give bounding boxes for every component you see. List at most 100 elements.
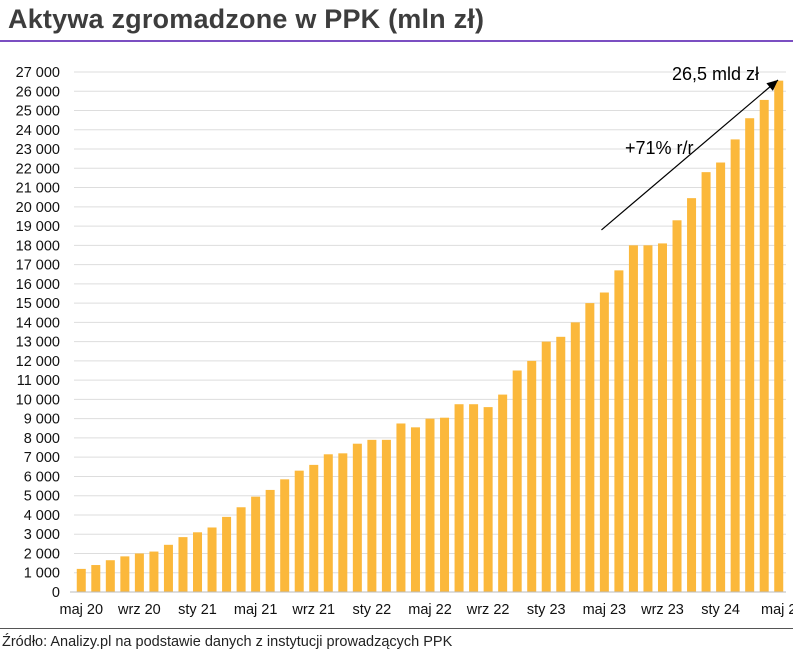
bar-chart: 0 1 000 2 000 3 000 4 000 5 000 6 000 7 000 8 00…	[16, 64, 793, 618]
bar	[149, 551, 159, 592]
bar	[396, 423, 406, 592]
bar	[498, 394, 508, 592]
x-tick-label: wrz 22	[466, 602, 510, 618]
x-tick-label: maj 23	[583, 602, 627, 618]
source-divider	[0, 628, 793, 629]
y-tick-label: 7 000	[24, 450, 60, 466]
y-tick-label: 8 000	[24, 431, 60, 447]
bar	[222, 516, 232, 592]
x-tick-label: sty 23	[527, 602, 566, 618]
bar	[440, 417, 450, 592]
bar	[512, 370, 522, 592]
y-tick-label: 25 000	[16, 104, 60, 120]
bar	[774, 80, 784, 592]
bar	[120, 556, 130, 592]
y-tick-label: 15 000	[16, 296, 60, 312]
chart-title: Aktywa zgromadzone w PPK (mln zł)	[8, 4, 485, 34]
bar	[759, 99, 769, 592]
x-tick-labels: maj 20 wrz 20 sty 21 maj 21 wrz 21 sty 22 maj …	[59, 602, 793, 618]
bar	[745, 118, 755, 592]
x-tick-label: sty 21	[178, 602, 217, 618]
gridlines	[74, 71, 786, 574]
x-tick-label: maj 22	[408, 602, 452, 618]
bar	[134, 553, 144, 592]
y-tick-labels: 0 1 000 2 000 3 000 4 000 5 000 6 000 7 000 8 00…	[16, 65, 60, 601]
y-tick-label: 13 000	[16, 335, 60, 351]
bar	[309, 464, 319, 592]
y-tick-label: 3 000	[24, 527, 60, 543]
x-tick-label: maj 21	[234, 602, 278, 618]
bars	[76, 80, 784, 593]
growth-annotation: +71% r/r	[625, 138, 694, 158]
bar	[280, 479, 290, 592]
bar	[352, 443, 362, 592]
y-tick-label: 0	[52, 585, 60, 601]
bar	[556, 336, 566, 592]
y-tick-label: 27 000	[16, 65, 60, 81]
bar	[643, 245, 653, 593]
bar	[76, 568, 86, 592]
bar	[716, 162, 726, 592]
y-tick-label: 20 000	[16, 200, 60, 216]
x-tick-label: wrz 21	[291, 602, 335, 618]
y-tick-label: 17 000	[16, 258, 60, 274]
bar	[483, 407, 493, 592]
bar	[294, 470, 304, 592]
bar	[207, 527, 217, 592]
x-tick-label: wrz 23	[640, 602, 684, 618]
x-tick-label: wrz 20	[117, 602, 161, 618]
bar	[236, 507, 246, 592]
y-tick-label: 1 000	[24, 566, 60, 582]
y-tick-label: 10 000	[16, 392, 60, 408]
bar	[338, 453, 348, 592]
total-annotation: 26,5 mld zł	[672, 64, 759, 84]
x-tick-label: sty 24	[701, 602, 740, 618]
bar	[527, 360, 537, 592]
y-tick-label: 9 000	[24, 412, 60, 428]
x-tick-label: sty 22	[353, 602, 392, 618]
annotations: 26,5 mld zł +71% r/r	[601, 64, 779, 231]
bar	[570, 322, 580, 592]
y-tick-label: 16 000	[16, 277, 60, 293]
bar	[585, 303, 595, 592]
bar	[687, 198, 697, 593]
bar	[91, 565, 101, 592]
bar	[628, 245, 638, 593]
y-tick-label: 4 000	[24, 508, 60, 524]
bar	[381, 439, 391, 592]
bar	[193, 532, 203, 592]
bar	[178, 537, 188, 592]
bar	[541, 341, 551, 592]
trend-arrow-head	[766, 80, 779, 91]
y-tick-label: 21 000	[16, 181, 60, 197]
bar	[454, 404, 464, 592]
y-tick-label: 23 000	[16, 142, 60, 158]
bar	[265, 489, 275, 592]
y-tick-label: 26 000	[16, 84, 60, 100]
y-tick-label: 11 000	[17, 373, 60, 389]
y-tick-label: 19 000	[16, 219, 60, 235]
y-tick-label: 2 000	[24, 546, 60, 562]
y-tick-label: 14 000	[16, 315, 60, 331]
y-tick-label: 22 000	[16, 161, 60, 177]
trend-arrow-line	[601, 79, 779, 231]
bar	[105, 560, 115, 592]
y-tick-label: 6 000	[24, 469, 60, 485]
bar	[469, 404, 479, 592]
bar	[163, 544, 173, 592]
x-tick-label: maj 20	[59, 602, 103, 618]
x-tick-label: maj 2	[761, 602, 793, 618]
bar	[614, 270, 624, 592]
bar	[730, 139, 740, 592]
bar	[323, 454, 333, 592]
y-tick-label: 12 000	[16, 354, 60, 370]
bar	[657, 243, 667, 592]
source-note: Źródło: Analizy.pl na podstawie danych z…	[2, 634, 453, 650]
bar	[672, 220, 682, 592]
y-tick-label: 24 000	[16, 123, 60, 139]
bar	[701, 172, 711, 593]
bar	[410, 427, 420, 592]
bar	[367, 439, 377, 592]
bar	[599, 292, 609, 592]
y-tick-label: 5 000	[24, 489, 60, 505]
